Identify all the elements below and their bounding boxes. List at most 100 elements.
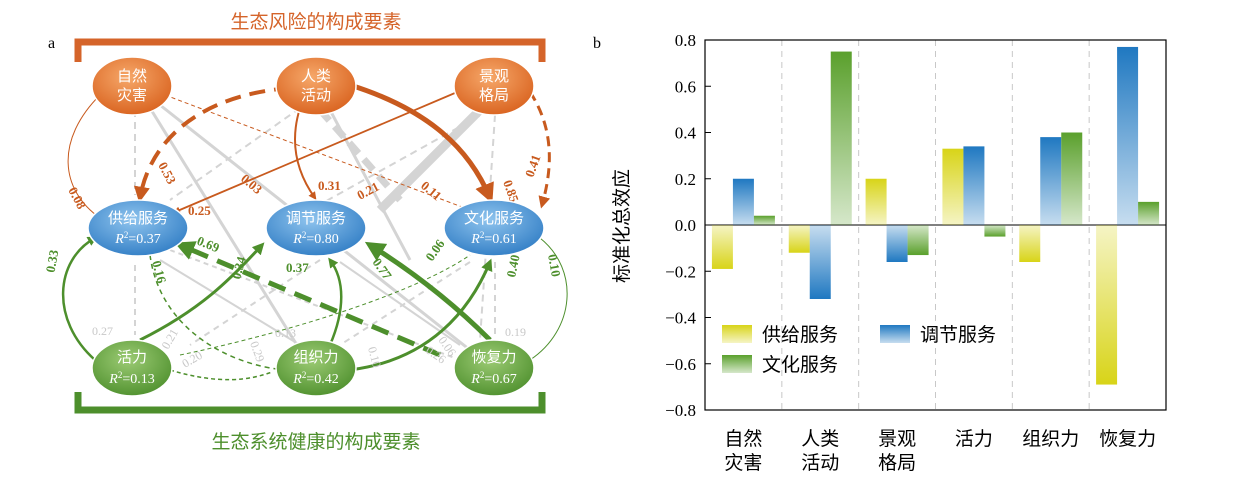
path-human-supply xyxy=(134,86,291,203)
bar-文化服务 xyxy=(830,51,852,225)
service-node-regulate: 调节服务 R2=0.80 xyxy=(265,199,367,257)
path-gray xyxy=(169,107,301,201)
health-bracket xyxy=(74,392,546,414)
node-label: 格局 xyxy=(479,86,509,104)
path-org-regulate xyxy=(328,257,343,346)
y-tick-label: 0.4 xyxy=(675,124,697,143)
node-label: 供给服务 xyxy=(108,209,168,227)
coef-label: 0.19 xyxy=(505,325,526,339)
bar-文化服务 xyxy=(984,225,1006,237)
risk-bracket xyxy=(74,38,546,62)
node-label: 恢复力 xyxy=(471,348,516,366)
risk-node-landscape: 景观 格局 xyxy=(453,56,535,116)
coef-label: 0.33 xyxy=(43,248,62,274)
bar-调节服务 xyxy=(963,146,985,225)
path-human-culture xyxy=(349,82,494,204)
bar-调节服务 xyxy=(1040,137,1062,225)
path-natural-culture xyxy=(164,94,471,211)
bar-供给服务 xyxy=(711,225,733,269)
x-tick-label: 活动 xyxy=(801,452,839,474)
node-label: 自然 xyxy=(117,67,147,85)
risk-node-natural: 自然 灾害 xyxy=(91,56,173,116)
y-axis-label: 标准化总效应 xyxy=(611,169,633,283)
coef-label: 0.08 xyxy=(65,184,89,212)
coef-label: 0.13 xyxy=(275,326,296,340)
health-node-resilience: 恢复力 R2=0.67 xyxy=(453,339,535,397)
path-gray xyxy=(317,107,403,203)
node-label: 景观 xyxy=(479,67,509,85)
coef-label: 0.41 xyxy=(522,153,544,180)
risk-paths xyxy=(67,82,551,219)
y-tick-label: −0.6 xyxy=(665,355,696,374)
health-node-vigor: 活力 R2=0.13 xyxy=(91,339,173,397)
health-paths xyxy=(61,236,568,381)
path-vigor-supply xyxy=(61,236,98,361)
coef-label: 0.34 xyxy=(228,254,249,280)
node-label: 灾害 xyxy=(117,86,147,104)
path-resilience-regulate xyxy=(364,241,492,342)
coef-label: 0.06 xyxy=(422,236,448,264)
coef-label: 0.29 xyxy=(247,339,267,364)
x-tick-label: 自然 xyxy=(724,428,762,450)
r2-value: R2=0.42 xyxy=(292,370,338,387)
bar-供给服务 xyxy=(1019,225,1041,262)
node-label: 文化服务 xyxy=(464,209,524,227)
y-tick-label: 0.0 xyxy=(675,216,696,235)
path-gray xyxy=(189,259,321,346)
path-org-culture xyxy=(349,258,493,372)
x-tick-label: 活力 xyxy=(955,428,993,450)
bar-文化服务 xyxy=(753,215,775,225)
y-tick-label: 0.8 xyxy=(675,31,696,50)
y-tick-label: 0.2 xyxy=(675,170,696,189)
y-tick-label: 0.6 xyxy=(675,77,696,96)
bar-供给服务 xyxy=(788,225,810,253)
path-gray xyxy=(339,261,471,346)
path-natural-supply xyxy=(67,94,101,219)
service-node-supply: 供给服务 R2=0.37 xyxy=(87,199,189,257)
x-tick-label: 组织力 xyxy=(1022,428,1079,450)
coef-label: 0.25 xyxy=(188,203,211,218)
r2-value: R2=0.80 xyxy=(292,230,338,247)
x-tick-label: 恢复力 xyxy=(1099,428,1156,450)
coef-label: 0.53 xyxy=(155,159,179,187)
y-tick-label: −0.2 xyxy=(665,262,696,281)
y-tick-label: −0.8 xyxy=(665,401,696,420)
bar-调节服务 xyxy=(1117,46,1139,225)
path-human-regulate xyxy=(294,107,317,200)
path-gray xyxy=(376,106,484,214)
panel-a-label: a xyxy=(48,35,55,52)
bar-文化服务 xyxy=(907,225,929,256)
legend-label: 文化服务 xyxy=(762,354,838,376)
path-vigor-regulate xyxy=(139,242,265,342)
node-label: 调节服务 xyxy=(286,209,346,227)
bar-文化服务 xyxy=(1138,201,1160,225)
path-supply-org xyxy=(149,254,286,371)
path-vigor-culture xyxy=(179,254,471,356)
panel-b-label: b xyxy=(593,35,601,52)
y-tick-label: −0.4 xyxy=(665,309,696,328)
coef-label: 0.16 xyxy=(149,259,170,285)
bar-调节服务 xyxy=(886,225,908,262)
health-node-organization: 组织力 R2=0.42 xyxy=(275,339,357,397)
r2-value: R2=0.37 xyxy=(114,230,160,247)
x-tick-label: 人类 xyxy=(801,428,839,450)
r2-value: R2=0.67 xyxy=(470,370,516,387)
path-landscape-culture xyxy=(528,91,551,209)
r2-value: R2=0.13 xyxy=(108,370,154,387)
x-tick-label: 灾害 xyxy=(724,452,762,474)
coef-label: 0.10 xyxy=(545,253,564,278)
node-label: 活力 xyxy=(117,348,147,366)
legend-swatch xyxy=(722,325,752,343)
path-resilience-culture xyxy=(529,237,568,361)
sem-path-diagram: a 生态风险的构成要素 生态系统健康的构成要素 xyxy=(43,11,568,453)
node-label: 人类 xyxy=(301,67,331,85)
legend-swatch xyxy=(722,355,752,373)
coef-label: 0.31 xyxy=(318,178,341,193)
path-gray xyxy=(159,259,301,346)
path-landscape-supply xyxy=(173,89,463,214)
coef-label: 0.11 xyxy=(418,178,445,204)
bar-供给服务 xyxy=(942,148,964,225)
path-gray xyxy=(309,109,491,211)
